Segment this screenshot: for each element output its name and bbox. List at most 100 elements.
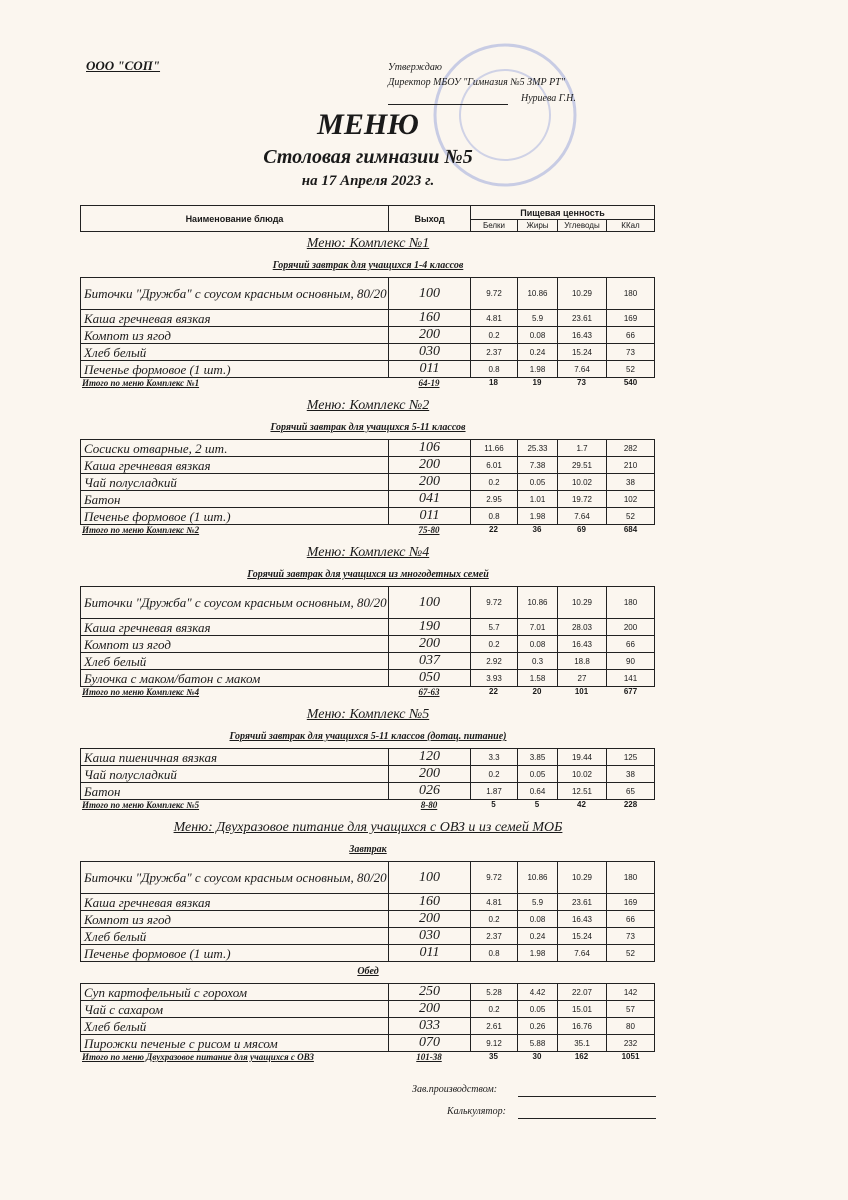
total-value: 22 bbox=[489, 525, 498, 534]
dish-name: Хлеб белый bbox=[80, 652, 389, 670]
header-column: Белки bbox=[470, 219, 518, 232]
nutrition-value: 5.88 bbox=[517, 1034, 558, 1052]
group-label: Горячий завтрак для учащихся 1-4 классов bbox=[272, 260, 464, 271]
nutrition-value: 10.02 bbox=[557, 765, 607, 783]
nutrition-value: 73 bbox=[606, 927, 655, 945]
dish-name: Компот из ягод bbox=[80, 635, 389, 653]
director: Директор МБОУ "Гимназия №5 ЗМР РТ" bbox=[388, 77, 565, 88]
nutrition-value: 0.2 bbox=[470, 635, 518, 653]
nutrition-value: 10.29 bbox=[557, 861, 607, 894]
section-title: Меню: Комплекс №5 bbox=[306, 707, 430, 722]
total-output: 75-80 bbox=[418, 525, 440, 535]
nutrition-value: 9.72 bbox=[470, 861, 518, 894]
nutrition-value: 0.64 bbox=[517, 782, 558, 800]
group-label: Горячий завтрак для учащихся из многодет… bbox=[247, 569, 489, 580]
total-value: 5 bbox=[534, 800, 540, 809]
nutrition-value: 1.87 bbox=[470, 782, 518, 800]
nutrition-value: 66 bbox=[606, 326, 655, 344]
total-value: 22 bbox=[489, 687, 498, 696]
nutrition-value: 10.86 bbox=[517, 861, 558, 894]
dish-name: Каша гречневая вязкая bbox=[80, 309, 389, 327]
nutrition-value: 0.3 bbox=[517, 652, 558, 670]
dish-output: 200 bbox=[388, 910, 471, 928]
nutrition-value: 1.98 bbox=[517, 944, 558, 962]
nutrition-value: 23.61 bbox=[557, 893, 607, 911]
nutrition-value: 0.05 bbox=[517, 765, 558, 783]
dish-name: Каша гречневая вязкая bbox=[80, 456, 389, 474]
nutrition-value: 12.51 bbox=[557, 782, 607, 800]
nutrition-value: 65 bbox=[606, 782, 655, 800]
dish-name: Биточки "Дружба" с соусом красным основн… bbox=[80, 861, 389, 894]
calculator-line bbox=[518, 1118, 656, 1119]
production-line bbox=[518, 1096, 656, 1097]
nutrition-value: 66 bbox=[606, 910, 655, 928]
nutrition-value: 1.58 bbox=[517, 669, 558, 687]
nutrition-value: 19.72 bbox=[557, 490, 607, 508]
total-label: Итого по меню Комплекс №2 bbox=[82, 525, 200, 535]
nutrition-value: 180 bbox=[606, 861, 655, 894]
total-output: 64-19 bbox=[418, 378, 440, 388]
nutrition-value: 141 bbox=[606, 669, 655, 687]
header-output: Выход bbox=[388, 205, 471, 232]
nutrition-value: 1.98 bbox=[517, 360, 558, 378]
total-value: 73 bbox=[577, 378, 586, 387]
dish-name: Хлеб белый bbox=[80, 343, 389, 361]
dish-name: Биточки "Дружба" с соусом красным основн… bbox=[80, 586, 389, 619]
dish-output: 037 bbox=[388, 652, 471, 670]
dish-name: Чай с сахаром bbox=[80, 1000, 389, 1018]
nutrition-value: 0.8 bbox=[470, 507, 518, 525]
dish-name: Биточки "Дружба" с соусом красным основн… bbox=[80, 277, 389, 310]
nutrition-value: 2.37 bbox=[470, 343, 518, 361]
nutrition-value: 0.26 bbox=[517, 1017, 558, 1035]
nutrition-value: 5.7 bbox=[470, 618, 518, 636]
nutrition-value: 10.86 bbox=[517, 586, 558, 619]
dish-name: Батон bbox=[80, 490, 389, 508]
dish-output: 041 bbox=[388, 490, 471, 508]
nutrition-value: 0.2 bbox=[470, 326, 518, 344]
dish-output: 250 bbox=[388, 983, 471, 1001]
nutrition-value: 1.98 bbox=[517, 507, 558, 525]
nutrition-value: 125 bbox=[606, 748, 655, 766]
total-label: Итого по меню Комплекс №4 bbox=[82, 687, 200, 697]
header-column: Углеводы bbox=[557, 219, 607, 232]
dish-output: 160 bbox=[388, 893, 471, 911]
group-label: Горячий завтрак для учащихся 5-11 классо… bbox=[270, 422, 466, 433]
nutrition-value: 142 bbox=[606, 983, 655, 1001]
dish-name: Суп картофельный с горохом bbox=[80, 983, 389, 1001]
total-value: 684 bbox=[623, 525, 638, 534]
nutrition-value: 0.2 bbox=[470, 1000, 518, 1018]
total-value: 5 bbox=[491, 800, 496, 809]
total-value: 1051 bbox=[621, 1052, 640, 1061]
nutrition-value: 0.24 bbox=[517, 927, 558, 945]
nutrition-value: 180 bbox=[606, 277, 655, 310]
nutrition-value: 2.61 bbox=[470, 1017, 518, 1035]
dish-name: Сосиски отварные, 2 шт. bbox=[80, 439, 389, 457]
nutrition-value: 52 bbox=[606, 360, 655, 378]
total-output: 101-38 bbox=[416, 1052, 442, 1062]
dish-name: Каша пшеничная вязкая bbox=[80, 748, 389, 766]
nutrition-value: 90 bbox=[606, 652, 655, 670]
production-label: Зав.производством: bbox=[412, 1084, 498, 1095]
nutrition-value: 16.43 bbox=[557, 635, 607, 653]
total-value: 20 bbox=[532, 687, 542, 696]
dish-output: 011 bbox=[388, 944, 471, 962]
nutrition-value: 10.02 bbox=[557, 473, 607, 491]
dish-output: 200 bbox=[388, 456, 471, 474]
dish-output: 100 bbox=[388, 277, 471, 310]
nutrition-value: 0.2 bbox=[470, 765, 518, 783]
nutrition-value: 29.51 bbox=[557, 456, 607, 474]
total-value: 42 bbox=[577, 800, 586, 809]
header-column: ККал bbox=[606, 219, 655, 232]
total-label: Итого по меню Комплекс №5 bbox=[82, 800, 200, 810]
nutrition-value: 3.85 bbox=[517, 748, 558, 766]
section-title: Меню: Комплекс №4 bbox=[306, 545, 430, 560]
nutrition-value: 80 bbox=[606, 1017, 655, 1035]
dish-output: 011 bbox=[388, 507, 471, 525]
nutrition-value: 0.24 bbox=[517, 343, 558, 361]
dish-name: Чай полусладкий bbox=[80, 765, 389, 783]
dish-name: Печенье формовое (1 шт.) bbox=[80, 944, 389, 962]
dish-output: 050 bbox=[388, 669, 471, 687]
nutrition-value: 5.9 bbox=[517, 309, 558, 327]
dish-name: Чай полусладкий bbox=[80, 473, 389, 491]
